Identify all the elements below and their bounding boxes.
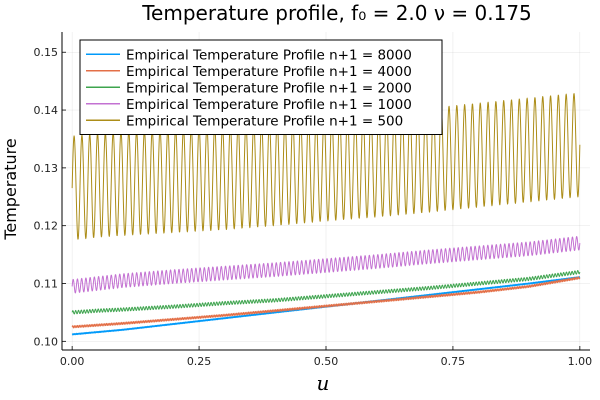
y-axis-label: Temperature (1, 138, 20, 240)
chart-title: Temperature profile, f₀ = 2.0 ν = 0.175 (141, 1, 532, 25)
x-tick-label: 0.50 (314, 355, 339, 368)
series-line-3 (71, 270, 581, 315)
legend-entry-label: Empirical Temperature Profile n+1 = 500 (126, 113, 403, 129)
x-tick-label: 0.00 (60, 355, 85, 368)
legend-entry-label: Empirical Temperature Profile n+1 = 1000 (126, 97, 412, 113)
legend-entry-label: Empirical Temperature Profile n+1 = 8000 (126, 47, 412, 63)
series-layer (71, 93, 581, 336)
y-tick-label: 0.11 (34, 278, 59, 291)
axes-layer: 0.00 0.25 0.50 0.75 1.00 0.10 0.11 0.12 0.13 0.14… (34, 32, 593, 368)
y-tick-label: 0.13 (34, 162, 59, 175)
x-tick-label: 0.75 (441, 355, 466, 368)
x-tick-label: 1.00 (568, 355, 593, 368)
x-axis-label: u (317, 371, 330, 395)
legend-entry-label: Empirical Temperature Profile n+1 = 4000 (126, 64, 412, 80)
y-tick-label: 0.12 (34, 220, 59, 233)
x-tick-label: 0.25 (187, 355, 212, 368)
legend: Empirical Temperature Profile n+1 = 8000… (79, 39, 443, 135)
series-line-5 (71, 93, 581, 240)
legend-entry-label: Empirical Temperature Profile n+1 = 2000 (126, 80, 412, 96)
series-line-2 (71, 276, 581, 329)
y-tick-label: 0.14 (34, 104, 59, 117)
y-tick-label: 0.15 (34, 46, 59, 59)
series-line-4 (71, 235, 581, 294)
legend-box (79, 39, 443, 135)
y-tick-label: 0.10 (34, 335, 59, 348)
